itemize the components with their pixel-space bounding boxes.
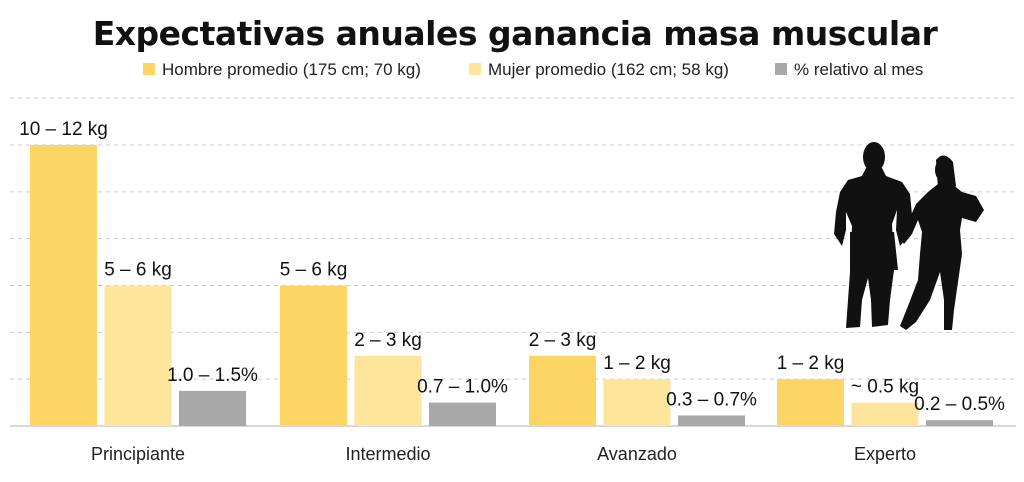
data-label: 0.7 – 1.0% xyxy=(417,377,508,398)
bar xyxy=(529,355,596,426)
bar xyxy=(179,390,246,426)
bar xyxy=(603,379,671,426)
data-label: 5 – 6 kg xyxy=(280,260,348,281)
category-labels: Principiante Intermedio Avanzado Experto xyxy=(91,444,916,464)
legend-swatch xyxy=(469,63,481,75)
gridlines xyxy=(10,97,1016,427)
category-label: Principiante xyxy=(91,444,185,464)
data-label: 1 – 2 kg xyxy=(777,353,845,374)
bar xyxy=(104,285,172,426)
bar xyxy=(678,415,745,426)
legend: Hombre promedio (175 cm; 70 kg) Mujer pro… xyxy=(143,60,923,79)
data-label: 2 – 3 kg xyxy=(529,330,597,351)
data-label: 10 – 12 kg xyxy=(19,119,108,140)
bar xyxy=(30,145,97,426)
silhouette-illustration xyxy=(834,142,984,330)
bars xyxy=(30,145,993,426)
bar xyxy=(354,355,422,426)
legend-label: Hombre promedio (175 cm; 70 kg) xyxy=(162,60,421,79)
data-label: ~ 0.5 kg xyxy=(851,377,919,398)
woman-silhouette xyxy=(900,155,984,330)
bar xyxy=(851,402,919,426)
bar xyxy=(429,402,496,426)
data-label: 5 – 6 kg xyxy=(104,260,172,281)
category-label: Intermedio xyxy=(345,444,430,464)
man-silhouette xyxy=(834,142,912,328)
category-label: Avanzado xyxy=(597,444,677,464)
data-label: 1 – 2 kg xyxy=(603,353,671,374)
legend-label: Mujer promedio (162 cm; 58 kg) xyxy=(488,60,729,79)
bar-labels: 10 – 12 kg 5 – 6 kg 1.0 – 1.5% 5 – 6 kg 2 – … xyxy=(19,119,1005,415)
category-label: Experto xyxy=(854,444,916,464)
legend-label: % relativo al mes xyxy=(794,60,923,79)
bar xyxy=(777,379,844,426)
legend-swatch xyxy=(143,63,155,75)
data-label: 0.3 – 0.7% xyxy=(666,389,757,410)
data-label: 2 – 3 kg xyxy=(354,330,422,351)
chart-title: Expectativas anuales ganancia masa muscu… xyxy=(93,14,939,53)
data-label: 1.0 – 1.5% xyxy=(167,365,258,386)
legend-swatch xyxy=(775,63,787,75)
bar xyxy=(926,420,993,426)
bar xyxy=(280,285,347,426)
data-label: 0.2 – 0.5% xyxy=(914,394,1005,415)
